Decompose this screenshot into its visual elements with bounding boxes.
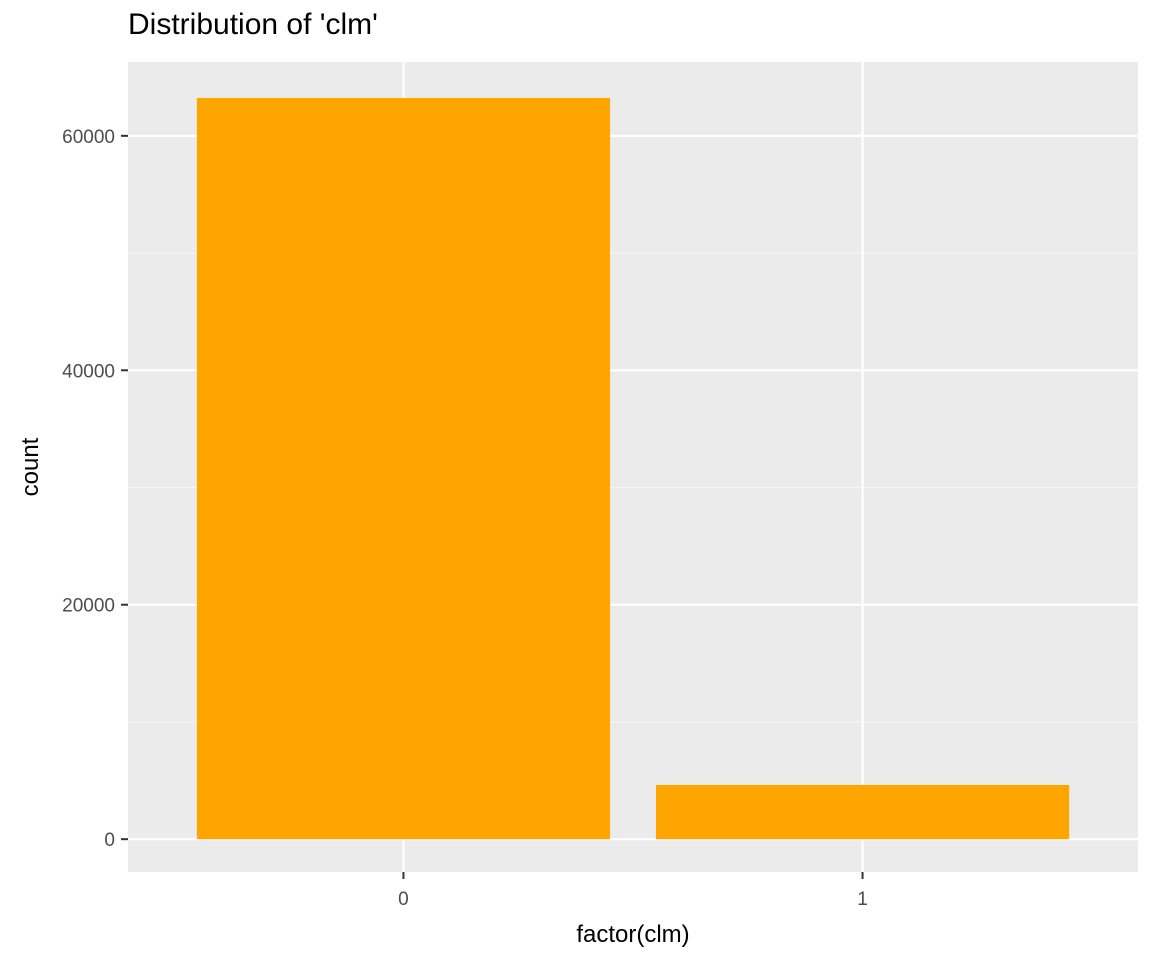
- y-tick-label: 60000: [62, 127, 115, 148]
- bars: [196, 97, 1070, 840]
- y-tick-label: 40000: [62, 361, 115, 382]
- bar-1: [655, 784, 1070, 840]
- chart-title: Distribution of 'clm': [128, 8, 378, 41]
- y-axis-ticks: 0 20000 40000 60000: [62, 127, 128, 851]
- y-tick-label: 0: [104, 830, 115, 851]
- bar-0: [196, 97, 611, 840]
- x-tick-label: 0: [398, 889, 409, 910]
- y-tick-label: 20000: [62, 596, 115, 617]
- y-axis-title: count: [17, 437, 44, 496]
- x-tick-label: 1: [857, 889, 868, 910]
- x-axis-title: factor(clm): [576, 921, 689, 948]
